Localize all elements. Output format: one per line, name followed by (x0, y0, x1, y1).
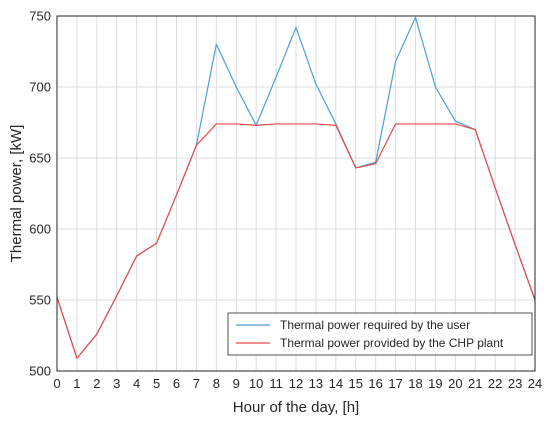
y-axis-label: Thermal power, [kW] (8, 125, 25, 263)
y-tick-label: 600 (29, 222, 51, 237)
y-tick-labels: 500 550 600 650 700 750 (29, 9, 51, 379)
legend-box (227, 312, 533, 356)
y-tick-label: 550 (29, 293, 51, 308)
x-tick-label: 4 (133, 376, 140, 391)
y-tick-label: 700 (29, 80, 51, 95)
y-tick-label: 750 (29, 9, 51, 24)
x-tick-label: 16 (368, 376, 382, 391)
x-axis-label: Hour of the day, [h] (233, 399, 359, 416)
x-tick-label: 15 (349, 376, 363, 391)
x-tick-label: 13 (309, 376, 323, 391)
x-tick-label: 12 (289, 376, 303, 391)
x-tick-label: 22 (488, 376, 502, 391)
x-tick-label: 0 (53, 376, 60, 391)
x-tick-label: 21 (468, 376, 482, 391)
series-line-provided (56, 123, 536, 359)
x-tick-label: 1 (73, 376, 80, 391)
x-tick-label: 3 (113, 376, 120, 391)
x-tick-labels: 0 1 2 3 4 5 6 7 8 9 10 11 12 13 14 15 16 17 18 19 20 21 22 23 24 (53, 376, 542, 391)
x-tick-label: 17 (388, 376, 402, 391)
x-tick-label: 6 (173, 376, 180, 391)
legend-label-required: Thermal power required by the user (280, 318, 470, 332)
x-tick-label: 24 (528, 376, 542, 391)
y-tick-label: 500 (29, 364, 51, 379)
x-tick-label: 18 (408, 376, 422, 391)
x-tick-label: 20 (448, 376, 462, 391)
x-tick-label: 19 (428, 376, 442, 391)
x-tick-label: 9 (233, 376, 240, 391)
x-tick-label: 5 (153, 376, 160, 391)
x-tick-label: 23 (508, 376, 522, 391)
x-tick-label: 10 (249, 376, 263, 391)
y-tick-label: 650 (29, 151, 51, 166)
x-tick-label: 7 (193, 376, 200, 391)
x-tick-label: 8 (213, 376, 220, 391)
x-tick-label: 14 (329, 376, 343, 391)
series-lines (56, 16, 536, 359)
legend: Thermal power required by the user Therm… (227, 312, 533, 356)
x-tick-label: 11 (269, 376, 283, 391)
legend-label-provided: Thermal power provided by the CHP plant (280, 336, 504, 350)
x-tick-label: 2 (93, 376, 100, 391)
plot-frame (56, 15, 536, 372)
